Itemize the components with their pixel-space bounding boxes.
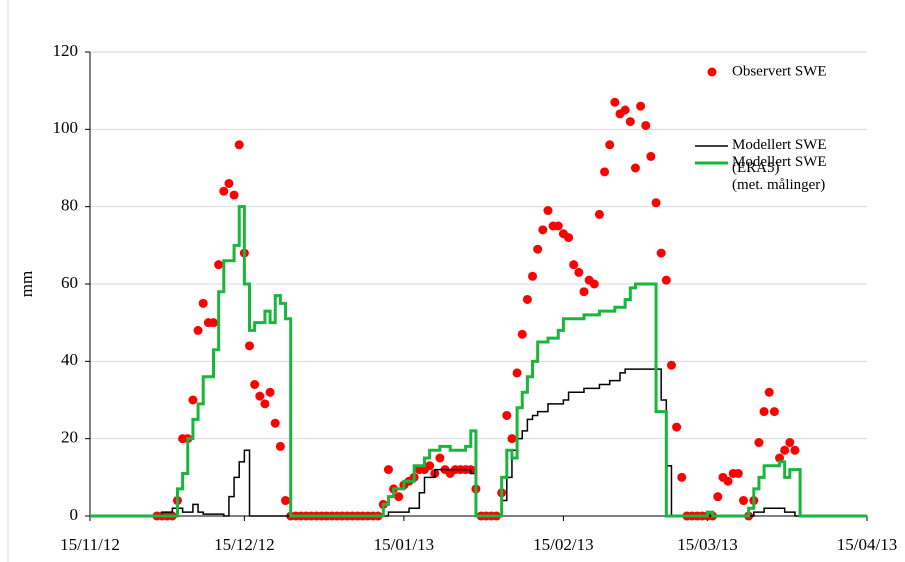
observed-point bbox=[666, 360, 676, 370]
observed-point bbox=[512, 368, 522, 378]
observed-point bbox=[569, 260, 579, 270]
observed-point bbox=[646, 151, 656, 161]
observed-point bbox=[281, 496, 291, 506]
legend-label-line: Modellert SWE bbox=[732, 137, 830, 153]
observed-point bbox=[219, 186, 229, 196]
observed-point bbox=[275, 441, 285, 451]
observed-point bbox=[224, 178, 234, 188]
observed-point bbox=[594, 209, 604, 219]
observed-point bbox=[630, 163, 640, 173]
y-axis-label: mm bbox=[17, 271, 36, 297]
observed-point bbox=[625, 117, 635, 127]
observed-point bbox=[785, 438, 795, 448]
observed-point bbox=[754, 438, 764, 448]
model-line bbox=[90, 205, 867, 518]
observed-point bbox=[780, 445, 790, 455]
observed-point bbox=[214, 260, 224, 270]
observed-point bbox=[245, 341, 255, 351]
observed-point bbox=[589, 279, 599, 289]
observed-point bbox=[641, 120, 651, 130]
observed-point bbox=[270, 418, 280, 428]
observed-point bbox=[507, 434, 517, 444]
observed-point bbox=[533, 244, 543, 254]
observed-point bbox=[636, 101, 646, 111]
x-tick-label: 15/01/13 bbox=[374, 535, 434, 554]
observed-point bbox=[229, 190, 239, 200]
observed-point bbox=[193, 325, 203, 335]
legend-label-line: Modellert SWE bbox=[732, 154, 830, 170]
observed-point bbox=[553, 221, 563, 231]
observed-point bbox=[713, 492, 723, 502]
observed-point bbox=[522, 294, 532, 304]
legend-label: Modellert SWE (ERA5) bbox=[732, 137, 830, 176]
observed-point bbox=[543, 206, 553, 216]
x-tick-label: 15/04/13 bbox=[837, 535, 897, 554]
observed-point bbox=[723, 476, 733, 486]
x-tick-label: 15/02/13 bbox=[533, 535, 593, 554]
legend-label: Modellert SWE (met. målinger) bbox=[732, 154, 830, 193]
x-tick-label: 15/12/12 bbox=[214, 535, 274, 554]
observed-point bbox=[188, 395, 198, 405]
y-tick-label: 0 bbox=[70, 505, 79, 524]
observed-point bbox=[579, 287, 589, 297]
observed-point bbox=[517, 329, 527, 339]
observed-point bbox=[739, 496, 749, 506]
y-tick-label: 80 bbox=[61, 196, 78, 215]
observed-point bbox=[265, 387, 275, 397]
observed-point bbox=[677, 472, 687, 482]
model-line bbox=[90, 368, 867, 517]
observed-point bbox=[769, 407, 779, 417]
legend-label: Observert SWE bbox=[732, 63, 827, 79]
observed-point bbox=[656, 248, 666, 258]
observed-point bbox=[759, 407, 769, 417]
observed-point bbox=[651, 198, 661, 208]
observed-point bbox=[394, 492, 404, 502]
y-tick-label: 120 bbox=[53, 41, 79, 60]
observed-point bbox=[661, 275, 671, 285]
observed-point bbox=[260, 399, 270, 409]
observed-point bbox=[435, 453, 445, 463]
y-tick-label: 100 bbox=[53, 118, 79, 137]
observed-point bbox=[250, 380, 260, 390]
legend-label-line: (met. målinger) bbox=[732, 177, 825, 193]
observed-point bbox=[564, 233, 574, 243]
observed-point bbox=[528, 271, 538, 281]
x-tick-label: 15/11/12 bbox=[60, 535, 120, 554]
y-tick-label: 40 bbox=[61, 350, 78, 369]
observed-point bbox=[764, 387, 774, 397]
observed-point bbox=[383, 465, 393, 475]
observed-point bbox=[733, 468, 743, 478]
x-tick-label: 15/03/13 bbox=[677, 535, 737, 554]
observed-point bbox=[605, 140, 615, 150]
observed-point bbox=[538, 225, 548, 235]
observed-point bbox=[775, 453, 785, 463]
observed-point bbox=[600, 167, 610, 177]
observed-point bbox=[672, 422, 682, 432]
observed-point bbox=[198, 298, 208, 308]
observed-point bbox=[610, 97, 620, 107]
observed-point bbox=[620, 105, 630, 115]
observed-point bbox=[790, 445, 800, 455]
observed-point bbox=[255, 391, 265, 401]
observed-point bbox=[502, 410, 512, 420]
legend-label-line: (ERA5) bbox=[732, 160, 780, 176]
legend-marker bbox=[707, 67, 717, 77]
y-tick-label: 60 bbox=[61, 273, 78, 292]
observed-point bbox=[234, 140, 244, 150]
observed-point bbox=[425, 461, 435, 471]
y-tick-label: 20 bbox=[61, 428, 78, 447]
observed-point bbox=[208, 318, 218, 328]
observed-point bbox=[574, 267, 584, 277]
